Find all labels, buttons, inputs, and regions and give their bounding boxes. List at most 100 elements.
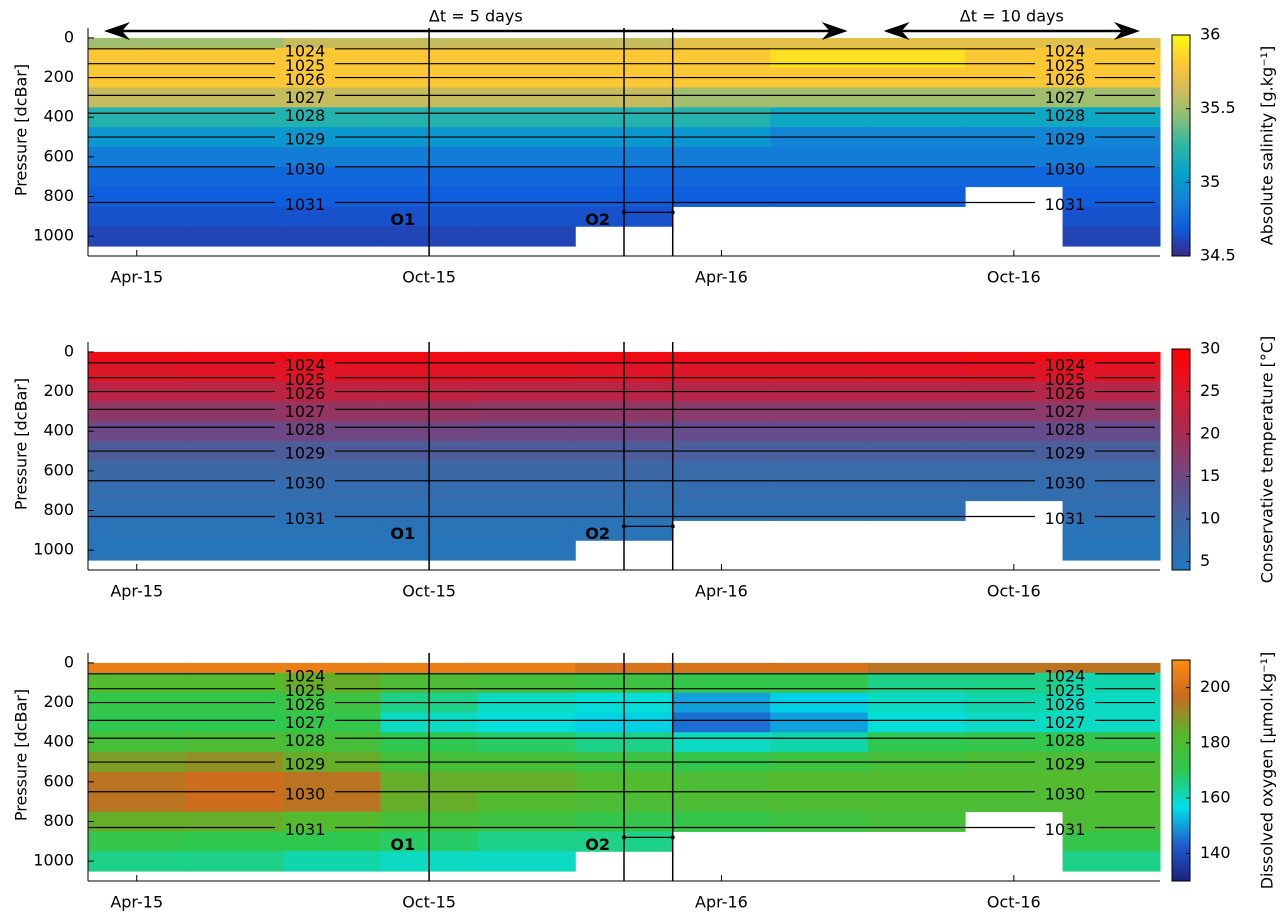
cell (867, 401, 966, 422)
cell (770, 37, 869, 49)
contour-label: 1024 (285, 41, 326, 60)
contour-label: 1031 (285, 195, 326, 214)
contour-label: 1028 (285, 106, 326, 125)
y-tick-label: 200 (43, 692, 74, 711)
cell (1062, 401, 1161, 422)
cell (185, 540, 284, 561)
colorbar (1171, 659, 1191, 882)
cell (477, 186, 576, 207)
cell (185, 811, 284, 832)
contour-label: 1029 (1045, 444, 1086, 463)
x-tick-label: Oct-15 (402, 268, 456, 287)
cell (185, 401, 284, 422)
y-tick-label: 600 (43, 146, 74, 165)
cell (770, 771, 869, 793)
cell (867, 146, 966, 168)
contour-label: 1029 (1045, 130, 1086, 149)
cell (1062, 851, 1161, 872)
cell (282, 732, 381, 753)
cell (1062, 540, 1161, 561)
marker-arrow-end (622, 210, 626, 215)
cell (1062, 206, 1161, 227)
cell (965, 87, 1064, 108)
contour-label: 1025 (285, 681, 326, 700)
colorbar-tick-label: 10 (1200, 509, 1220, 528)
cell (965, 662, 1064, 674)
cell (672, 712, 771, 733)
colorbar-tick-label: 35 (1200, 172, 1220, 191)
cell (88, 47, 186, 69)
cell (1062, 421, 1161, 442)
colorbar (1171, 348, 1191, 571)
cell (672, 361, 771, 383)
cell (770, 500, 869, 521)
contour-label: 1028 (1045, 731, 1086, 750)
span-label: Δt = 10 days (960, 7, 1064, 26)
cell (282, 166, 381, 188)
cell (282, 441, 381, 462)
contour-label: 1028 (285, 731, 326, 750)
cell (672, 480, 771, 502)
cell (282, 401, 381, 422)
cell (88, 851, 186, 872)
cell (282, 831, 381, 852)
cell (88, 401, 186, 422)
cell (672, 186, 771, 207)
cell (282, 692, 381, 713)
contour-label: 1026 (285, 695, 326, 714)
cell (88, 87, 186, 108)
y-tick-label: 800 (43, 186, 74, 205)
cell (477, 107, 576, 128)
arrow-head (883, 22, 910, 40)
y-tick-label: 600 (43, 460, 74, 479)
cell (88, 206, 186, 227)
cell (88, 361, 186, 383)
cell (88, 732, 186, 753)
cell (185, 37, 284, 49)
cell (477, 851, 576, 872)
cell (477, 401, 576, 422)
cell (185, 460, 284, 482)
cell (185, 712, 284, 733)
cell (477, 206, 576, 227)
cell (770, 811, 869, 832)
cell (867, 460, 966, 482)
contour-label: 1026 (1045, 695, 1086, 714)
cell (88, 520, 186, 541)
marker-arrow-end (622, 524, 626, 529)
cell (867, 811, 966, 832)
cell (1062, 480, 1161, 502)
arrow-head (821, 22, 848, 40)
cell (867, 37, 966, 49)
cell (185, 791, 284, 813)
cell (282, 752, 381, 773)
cell (672, 662, 771, 674)
marker-arrow-end (670, 835, 675, 840)
cell (1062, 662, 1161, 674)
cell (867, 361, 966, 383)
cell (867, 662, 966, 674)
colorbar-tick-label: 180 (1200, 732, 1231, 751)
cell (1062, 460, 1161, 482)
cell (477, 166, 576, 188)
cell (867, 351, 966, 363)
cell (185, 351, 284, 363)
cell (88, 540, 186, 561)
cell (477, 361, 576, 383)
contour-label: 1027 (285, 713, 326, 732)
cell (282, 226, 381, 247)
cell (477, 226, 576, 247)
cell (672, 146, 771, 168)
contour-label: 1031 (1045, 820, 1086, 839)
contour-label: 1025 (1045, 370, 1086, 389)
cell (672, 401, 771, 422)
cell (88, 831, 186, 852)
cell (185, 226, 284, 247)
cell (672, 811, 771, 832)
cell (282, 67, 381, 88)
cell (185, 771, 284, 793)
cell (867, 47, 966, 69)
x-tick-label: Apr-15 (110, 582, 163, 601)
cell (672, 107, 771, 128)
cell (770, 351, 869, 363)
